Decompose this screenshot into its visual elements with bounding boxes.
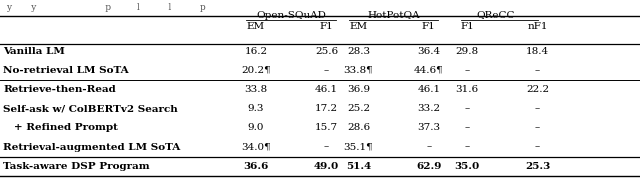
Text: 17.2: 17.2 [315, 104, 338, 113]
Text: HotPotQA: HotPotQA [367, 11, 420, 20]
Text: + Refined Prompt: + Refined Prompt [3, 123, 118, 132]
Text: Retrieve-then-Read: Retrieve-then-Read [3, 85, 116, 94]
Text: –: – [324, 66, 329, 75]
Text: –: – [465, 66, 470, 75]
Text: 46.1: 46.1 [417, 85, 440, 94]
Text: 25.2: 25.2 [347, 104, 370, 113]
Text: 25.3: 25.3 [525, 162, 550, 171]
Text: 33.8¶: 33.8¶ [344, 66, 373, 75]
Text: 29.8: 29.8 [456, 47, 479, 56]
Text: EM: EM [349, 22, 367, 31]
Text: Open-SQuAD: Open-SQuAD [256, 11, 326, 20]
Text: 15.7: 15.7 [315, 123, 338, 132]
Text: F1: F1 [319, 22, 333, 31]
Text: 62.9: 62.9 [416, 162, 442, 171]
Text: nF1: nF1 [527, 22, 548, 31]
Text: 16.2: 16.2 [244, 47, 268, 56]
Text: –: – [465, 142, 470, 152]
Text: 36.9: 36.9 [347, 85, 370, 94]
Text: 18.4: 18.4 [526, 47, 549, 56]
Text: Vanilla LM: Vanilla LM [3, 47, 65, 56]
Text: Task-aware DSP Program: Task-aware DSP Program [3, 162, 150, 171]
Text: –: – [426, 142, 431, 152]
Text: Retrieval-augmented LM SoTA: Retrieval-augmented LM SoTA [3, 142, 180, 152]
Text: –: – [535, 142, 540, 152]
Text: 9.0: 9.0 [248, 123, 264, 132]
Text: 36.4: 36.4 [417, 47, 440, 56]
Text: 22.2: 22.2 [526, 85, 549, 94]
Text: 35.1¶: 35.1¶ [344, 142, 373, 152]
Text: 37.3: 37.3 [417, 123, 440, 132]
Text: 25.6: 25.6 [315, 47, 338, 56]
Text: 35.0: 35.0 [454, 162, 480, 171]
Text: 49.0: 49.0 [314, 162, 339, 171]
Text: 34.0¶: 34.0¶ [241, 142, 271, 152]
Text: 44.6¶: 44.6¶ [414, 66, 444, 75]
Text: 31.6: 31.6 [456, 85, 479, 94]
Text: 28.3: 28.3 [347, 47, 370, 56]
Text: –: – [535, 104, 540, 113]
Text: EM: EM [247, 22, 265, 31]
Text: –: – [535, 123, 540, 132]
Text: F1: F1 [460, 22, 474, 31]
Text: 46.1: 46.1 [315, 85, 338, 94]
Text: 33.8: 33.8 [244, 85, 268, 94]
Text: QReCC: QReCC [477, 11, 515, 20]
Text: 20.2¶: 20.2¶ [241, 66, 271, 75]
Text: 33.2: 33.2 [417, 104, 440, 113]
Text: y       y                        p         l          l          p: y y p l l p [6, 3, 206, 12]
Text: –: – [324, 142, 329, 152]
Text: Self-ask w/ ColBERTv2 Search: Self-ask w/ ColBERTv2 Search [3, 104, 178, 113]
Text: 28.6: 28.6 [347, 123, 370, 132]
Text: –: – [465, 104, 470, 113]
Text: F1: F1 [422, 22, 436, 31]
Text: 9.3: 9.3 [248, 104, 264, 113]
Text: –: – [535, 66, 540, 75]
Text: –: – [465, 123, 470, 132]
Text: 51.4: 51.4 [346, 162, 371, 171]
Text: No-retrieval LM SoTA: No-retrieval LM SoTA [3, 66, 129, 75]
Text: 36.6: 36.6 [243, 162, 269, 171]
